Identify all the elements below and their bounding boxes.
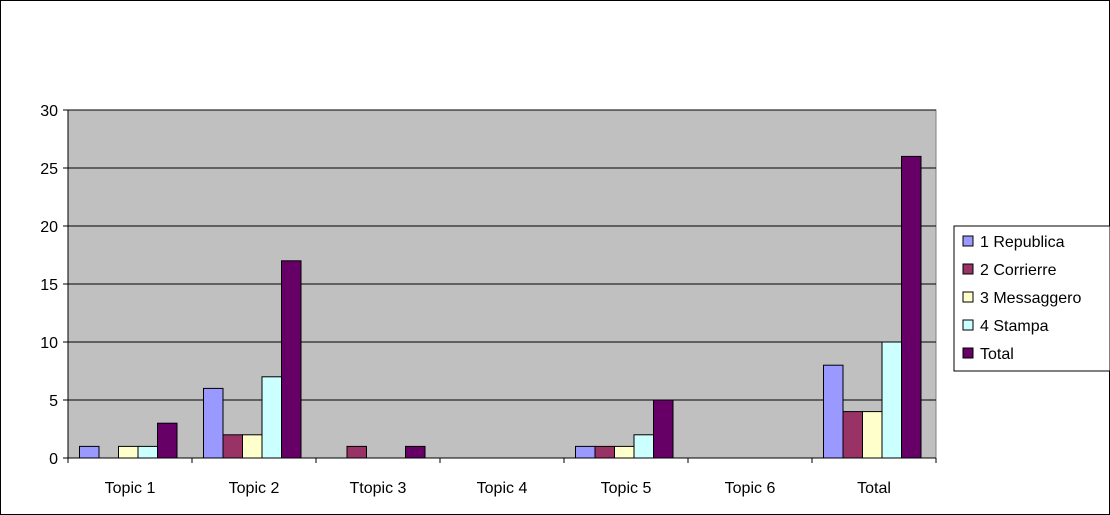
bar [242, 434, 263, 459]
x-tick-label: Topic 6 [725, 480, 776, 497]
bars [79, 155, 922, 459]
bar [203, 387, 224, 459]
bar [842, 411, 863, 459]
legend-swatch [962, 235, 974, 247]
legend: 1 Republica 2 Corrierre 3 Messaggero 4 Stam… [953, 225, 1110, 372]
x-tick-label: Topic 2 [229, 480, 280, 497]
legend-label: Total [980, 346, 1014, 363]
x-tick-label: Ttopic 3 [350, 480, 407, 497]
legend-label: 4 Stampa [980, 318, 1049, 335]
legend-swatch [962, 319, 974, 331]
bar [346, 445, 367, 459]
x-tick-label: Topic 5 [601, 480, 652, 497]
bar [594, 445, 615, 459]
x-tick-label: Topic 4 [477, 480, 528, 497]
y-tick-label: 15 [40, 277, 58, 294]
y-tick-label: 30 [40, 103, 58, 120]
bar [653, 399, 674, 459]
bar [281, 260, 302, 459]
x-axis-ticks: Topic 1 Topic 2 Ttopic 3 Topic 4 Topic 5 Topi… [67, 458, 937, 497]
bar [137, 445, 158, 459]
bar [633, 434, 654, 459]
legend-label: 2 Corrierre [980, 262, 1057, 279]
bar [118, 445, 139, 459]
bar [862, 411, 883, 459]
legend-label: 1 Republica [980, 234, 1065, 251]
legend-swatch [962, 291, 974, 303]
y-tick-label: 25 [40, 161, 58, 178]
bar [901, 155, 922, 459]
bar [575, 445, 596, 459]
x-tick-label: Total [857, 480, 891, 497]
bar [614, 445, 635, 459]
y-tick-label: 5 [49, 393, 58, 410]
legend-swatch [962, 347, 974, 359]
bar [881, 341, 902, 459]
bar [261, 376, 282, 459]
y-tick-label: 10 [40, 335, 58, 352]
bar [222, 434, 243, 459]
bar [405, 445, 426, 459]
bar [79, 445, 100, 459]
x-tick-label: Topic 1 [105, 480, 156, 497]
bar [157, 422, 178, 459]
bar [823, 364, 844, 459]
legend-box [953, 225, 1110, 372]
legend-swatch [962, 263, 974, 275]
legend-label: 3 Messaggero [980, 290, 1081, 307]
y-tick-label: 0 [49, 451, 58, 468]
y-tick-label: 20 [40, 219, 58, 236]
y-axis-ticks: 0 5 10 15 20 25 30 [40, 103, 68, 468]
